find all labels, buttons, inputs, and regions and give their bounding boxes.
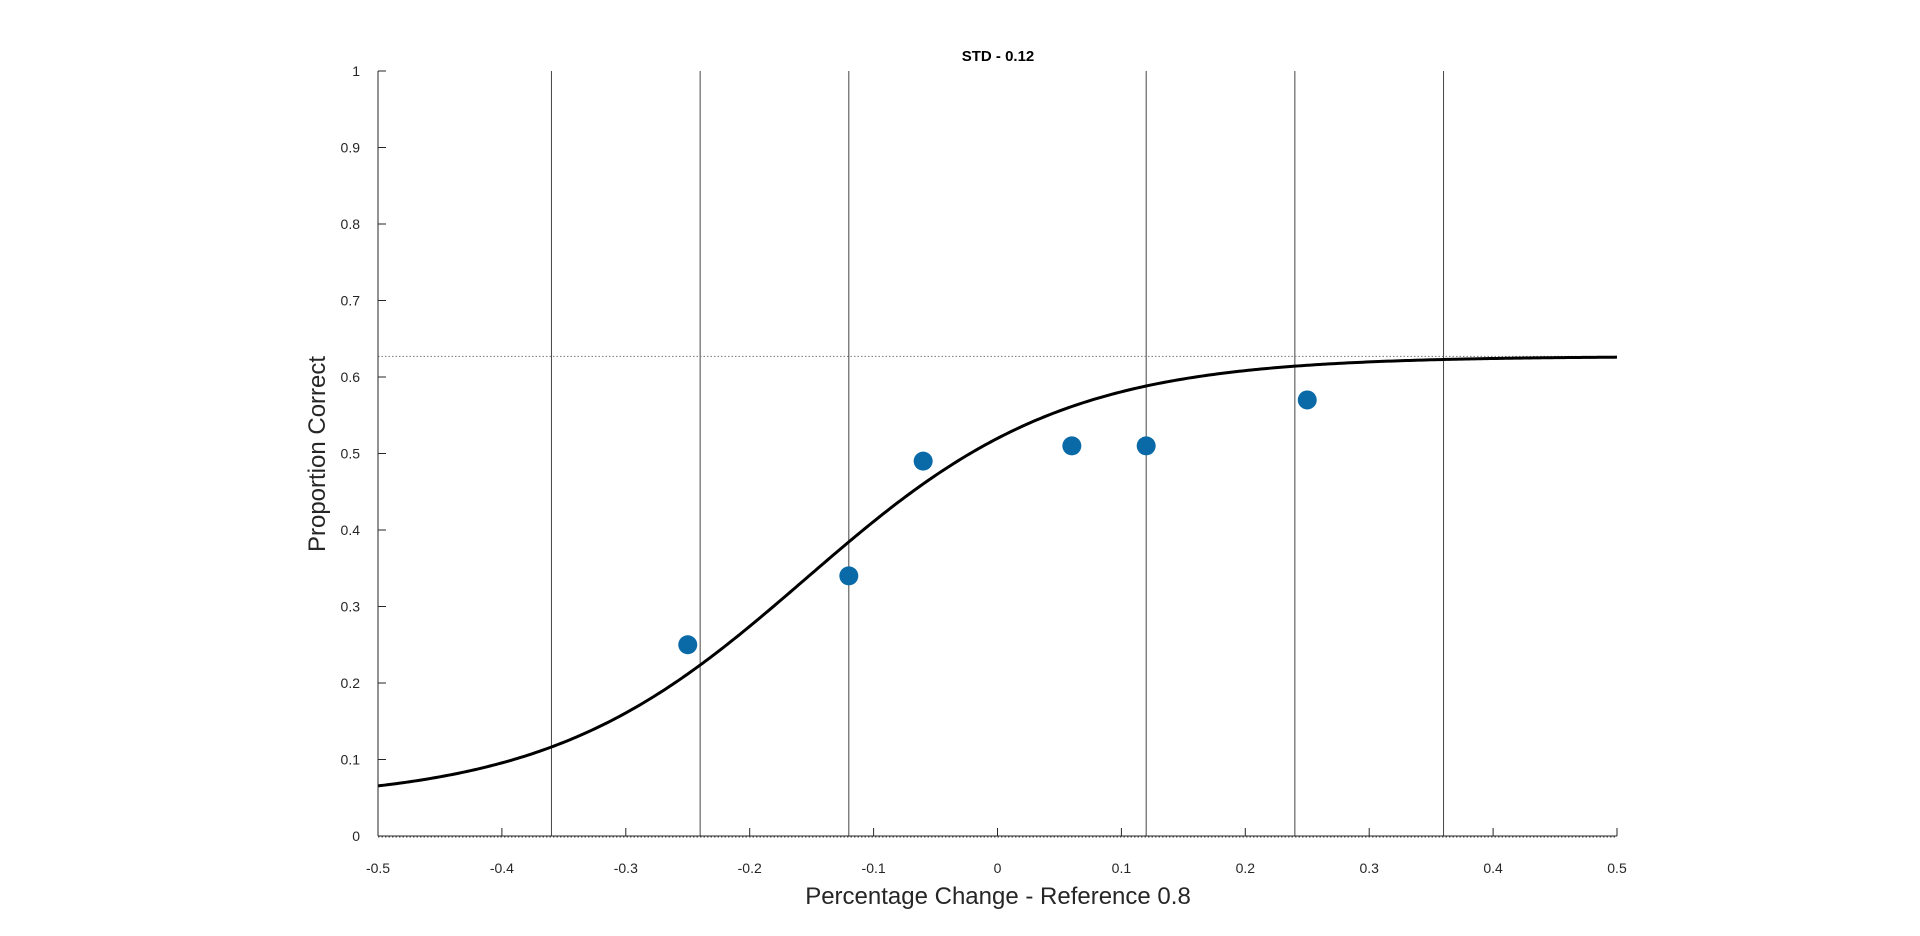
data-points [678,390,1317,655]
x-tick-label: 0.3 [1359,860,1379,876]
chart-title: STD - 0.12 [962,48,1035,65]
x-tick-label: -0.3 [614,860,638,876]
x-axis-label: Percentage Change - Reference 0.8 [805,883,1191,910]
x-tick-label: 0.4 [1483,860,1503,876]
y-tick-label: 0.1 [341,752,361,768]
y-tick-label: 0.9 [341,140,361,156]
fit-curve [377,355,1618,788]
data-point [1297,390,1317,410]
x-tick-label: -0.1 [862,860,886,876]
y-tick-label: 1 [352,63,360,79]
x-tick-label: 0.5 [1607,860,1627,876]
x-tick-label: 0.1 [1112,860,1132,876]
reference-lines [378,71,1617,836]
data-point [1062,436,1082,456]
y-tick-label: 0.8 [341,216,361,232]
y-axis-label: Proportion Correct [304,356,331,552]
y-tick-label: 0.2 [341,675,361,691]
data-point [913,451,933,471]
data-point [1136,436,1156,456]
data-point [839,566,859,586]
y-tick-label: 0.6 [341,369,361,385]
x-tick-label: -0.5 [366,860,390,876]
x-tick-label: -0.2 [738,860,762,876]
x-tick-label: 0 [994,860,1002,876]
y-tick-label: 0.3 [341,599,361,615]
y-tick-label: 0 [352,828,360,844]
x-tick-label: 0.2 [1236,860,1256,876]
fit-curve-layer [377,355,1618,788]
tick-labels: -0.5 -0.4 -0.3 -0.2 -0.1 0 0.1 0.2 0.3 0.4 0.5 0 0.1… [341,63,1627,876]
y-tick-label: 0.7 [341,293,361,309]
y-tick-label: 0.4 [341,522,361,538]
data-point [678,635,698,655]
x-tick-label: -0.4 [490,860,514,876]
y-tick-label: 0.5 [341,446,361,462]
axes [377,70,1618,838]
